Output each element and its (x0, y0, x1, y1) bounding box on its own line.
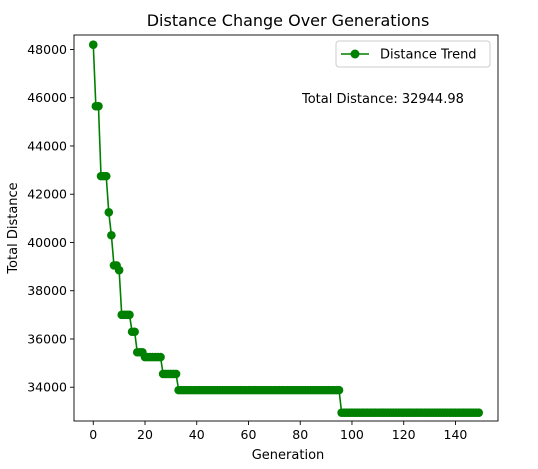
data-point (104, 208, 114, 217)
chart-title: Distance Change Over Generations (147, 11, 430, 30)
legend-box (335, 40, 491, 68)
y-tick-label: 42000 (27, 187, 67, 202)
legend-label-distance-trend: Distance Trend (380, 48, 477, 63)
x-axis-label: Generation (252, 448, 325, 463)
plot-frame (73, 34, 499, 422)
y-tick-label: 48000 (27, 42, 67, 57)
data-point (94, 101, 103, 111)
data-point (474, 408, 484, 417)
x-tick-label: 80 (292, 427, 308, 442)
data-point (125, 310, 134, 320)
x-tick-label: 100 (340, 427, 364, 442)
data-point (101, 171, 111, 181)
legend-marker-swatch (350, 49, 360, 59)
total-distance-annotation: Total Distance: 32944.98 (301, 92, 464, 107)
data-point (156, 352, 165, 362)
data-point (107, 230, 116, 240)
data-point (171, 369, 181, 379)
y-tick-label: 38000 (27, 283, 67, 298)
x-axis: 0 20 40 60 80 100 120 140 (89, 421, 467, 442)
y-axis: 34000 36000 38000 40000 42000 44000 46000 48000 (27, 42, 74, 395)
x-tick-label: 120 (392, 427, 416, 442)
data-point (334, 385, 344, 395)
y-tick-label: 34000 (27, 380, 67, 395)
x-tick-label: 60 (241, 427, 257, 442)
x-tick-label: 140 (444, 427, 468, 442)
y-tick-label: 44000 (27, 138, 67, 153)
y-tick-label: 40000 (27, 235, 67, 250)
y-tick-label: 46000 (27, 90, 67, 105)
y-axis-label: Total Distance (6, 182, 21, 274)
x-tick-label: 40 (189, 427, 205, 442)
plot-area (88, 40, 484, 417)
y-tick-label: 36000 (27, 331, 67, 346)
data-point (130, 327, 139, 337)
data-point (114, 265, 124, 275)
data-point (88, 40, 98, 49)
x-tick-label: 20 (137, 427, 153, 442)
x-tick-label: 0 (89, 427, 97, 442)
legend: Distance Trend (335, 40, 491, 68)
